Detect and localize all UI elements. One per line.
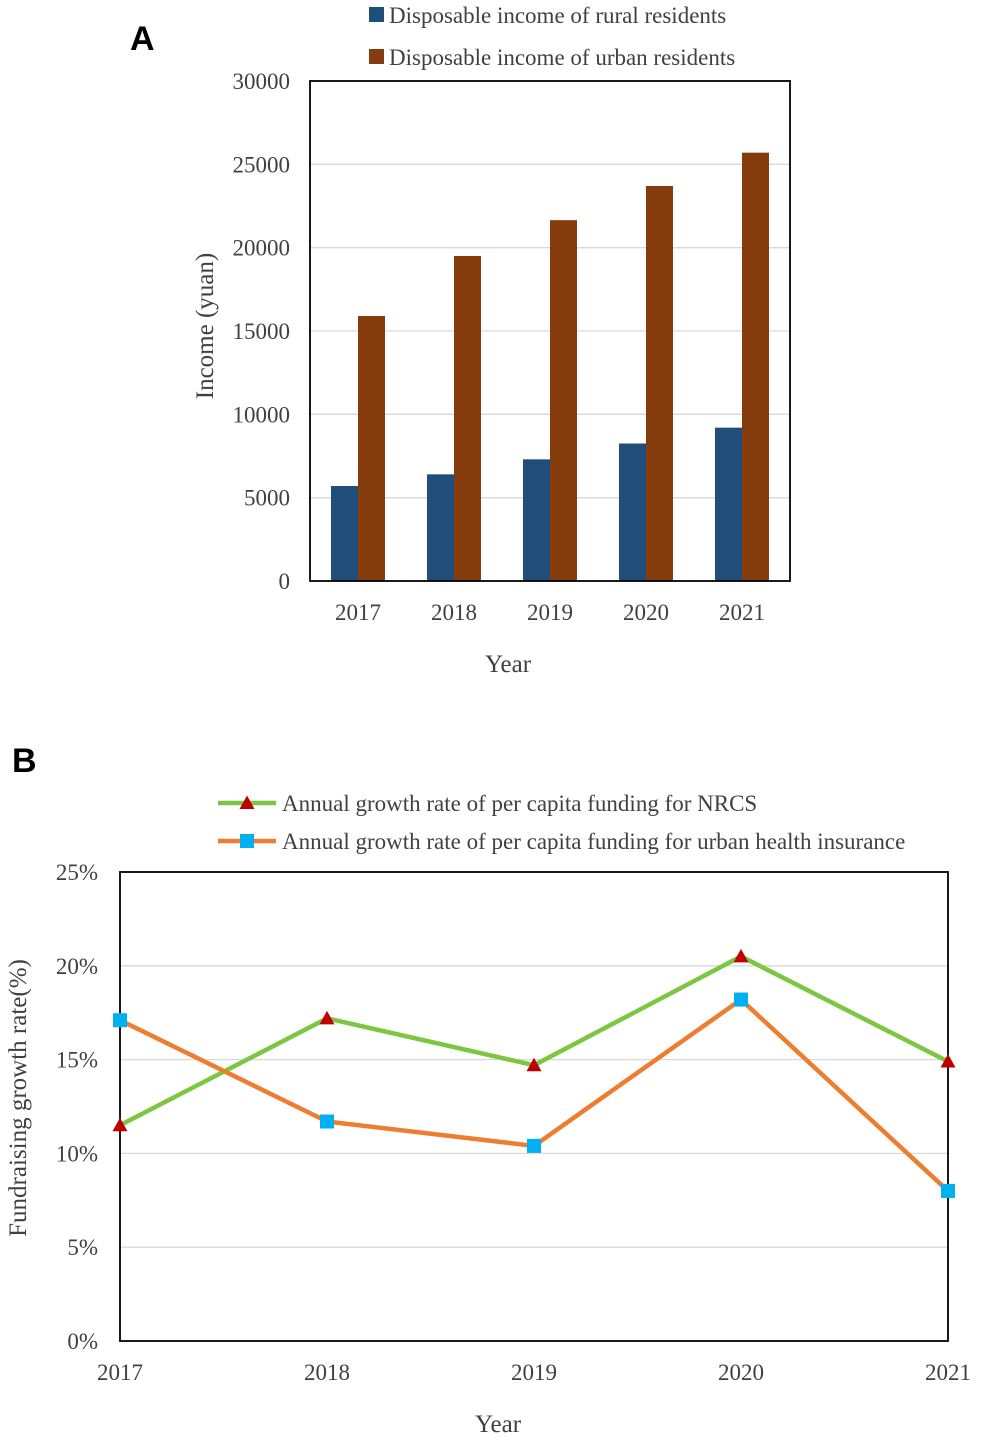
chart-a-y-tick-label: 15000 bbox=[233, 319, 291, 344]
line-nrcs bbox=[117, 954, 951, 1128]
chart-b-y-tick-label: 5% bbox=[67, 1235, 98, 1260]
chart-a-y-axis-label: Income (yuan) bbox=[192, 253, 219, 399]
chart-a-y-tick-label: 20000 bbox=[233, 236, 291, 261]
chart-b-legend-label: Annual growth rate of per capita funding… bbox=[282, 791, 757, 816]
marker-nrcs-2017 bbox=[112, 1117, 128, 1132]
chart-a-x-tick-label: 2017 bbox=[335, 600, 381, 625]
bar-rural-2019 bbox=[523, 459, 550, 581]
chart-b-gridlines bbox=[120, 965, 948, 1248]
chart-b-markers bbox=[112, 948, 956, 1198]
marker-urban-2021 bbox=[941, 1183, 955, 1198]
marker-urban-2020 bbox=[734, 992, 748, 1007]
chart-b-x-tick-label: 2019 bbox=[511, 1360, 557, 1385]
chart-a-plot-frame bbox=[309, 80, 791, 582]
panel-label-a: A bbox=[130, 20, 155, 58]
chart-b-series-lines bbox=[117, 954, 951, 1194]
chart-b-x-tick-labels: 2017 2018 2019 2020 2021 bbox=[97, 1360, 971, 1385]
bar-urban-2019 bbox=[550, 220, 577, 581]
line-urban-insurance bbox=[117, 997, 951, 1194]
bar-urban-2020 bbox=[646, 186, 673, 581]
bar-urban-2017 bbox=[358, 316, 385, 581]
marker-urban-2019 bbox=[527, 1138, 541, 1153]
marker-nrcs-2020 bbox=[733, 948, 749, 963]
marker-urban-2018 bbox=[320, 1114, 334, 1129]
chart-a-y-tick-label: 30000 bbox=[233, 69, 291, 94]
marker-nrcs-2018 bbox=[319, 1010, 335, 1025]
bar-urban-2018 bbox=[454, 256, 481, 581]
chart-b-x-axis-label: Year bbox=[475, 1411, 522, 1438]
marker-nrcs-2021 bbox=[940, 1053, 956, 1068]
marker-nrcs-2019 bbox=[526, 1057, 542, 1072]
chart-a-bars bbox=[331, 152, 769, 581]
chart-b-y-tick-label: 0% bbox=[67, 1329, 98, 1354]
chart-b-x-tick-label: 2021 bbox=[925, 1360, 971, 1385]
chart-a-x-tick-label: 2018 bbox=[431, 600, 477, 625]
chart-b-y-tick-label: 15% bbox=[56, 1048, 98, 1073]
chart-b-legend: Annual growth rate of per capita funding… bbox=[218, 791, 905, 854]
chart-b: B 0%5%10%15%20%25% 2017 2018 2019 2020 2021 … bbox=[5, 742, 971, 1438]
chart-b-x-tick-label: 2020 bbox=[718, 1360, 764, 1385]
chart-b-y-tick-label: 10% bbox=[56, 1141, 98, 1166]
chart-a-y-tick-labels: 0 5000 10000 15000 20000 25000 30000 bbox=[233, 69, 291, 594]
chart-a-y-tick-label: 25000 bbox=[233, 152, 291, 177]
chart-b-y-tick-label: 20% bbox=[56, 954, 98, 979]
bar-rural-2020 bbox=[619, 443, 646, 581]
chart-b-x-tick-label: 2017 bbox=[97, 1360, 143, 1385]
chart-b-y-tick-label: 25% bbox=[56, 860, 98, 885]
chart-a-x-tick-label: 2019 bbox=[527, 600, 573, 625]
chart-a-y-tick-label: 5000 bbox=[244, 486, 290, 511]
legend-swatch-urban bbox=[369, 49, 384, 64]
panel-label-b: B bbox=[12, 742, 37, 780]
legend-marker-urban-insurance bbox=[240, 834, 254, 848]
chart-b-plot-frame bbox=[119, 871, 949, 1342]
chart-a-legend-label: Disposable income of rural residents bbox=[389, 3, 726, 28]
chart-a-x-axis-label: Year bbox=[485, 651, 532, 678]
chart-a-x-tick-label: 2020 bbox=[623, 600, 669, 625]
bar-urban-2021 bbox=[742, 152, 769, 581]
chart-b-legend-label: Annual growth rate of per capita funding… bbox=[282, 829, 905, 854]
chart-a-x-tick-labels: 2017 2018 2019 2020 2021 bbox=[335, 600, 765, 625]
chart-a-y-tick-label: 0 bbox=[279, 569, 291, 594]
chart-b-y-axis-label: Fundraising growth rate(%) bbox=[5, 959, 32, 1237]
legend-marker-nrcs bbox=[239, 795, 255, 809]
bar-rural-2021 bbox=[715, 427, 742, 581]
chart-a-y-tick-label: 10000 bbox=[233, 402, 291, 427]
marker-urban-2017 bbox=[113, 1013, 127, 1028]
chart-a-legend: Disposable income of rural residents Disp… bbox=[369, 3, 735, 70]
chart-b-x-tick-label: 2018 bbox=[304, 1360, 350, 1385]
chart-a-legend-label: Disposable income of urban residents bbox=[389, 45, 735, 70]
chart-a-x-tick-label: 2021 bbox=[719, 600, 765, 625]
legend-swatch-rural bbox=[369, 7, 384, 22]
bar-rural-2018 bbox=[427, 474, 454, 581]
chart-b-y-tick-labels: 0% 5% 10% 15% 20% 25% bbox=[56, 860, 98, 1354]
bar-rural-2017 bbox=[331, 486, 358, 581]
